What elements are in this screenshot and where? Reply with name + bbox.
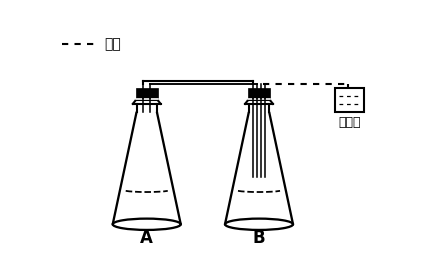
Bar (334, 88, 363, 112)
Text: 集气袋: 集气袋 (337, 116, 360, 129)
Bar (247, 98, 270, 100)
Bar (135, 88, 158, 98)
Text: 气线: 气线 (104, 37, 121, 51)
Text: A: A (140, 229, 153, 247)
Text: B: B (252, 229, 265, 247)
Bar (247, 88, 270, 98)
Bar (135, 98, 158, 100)
